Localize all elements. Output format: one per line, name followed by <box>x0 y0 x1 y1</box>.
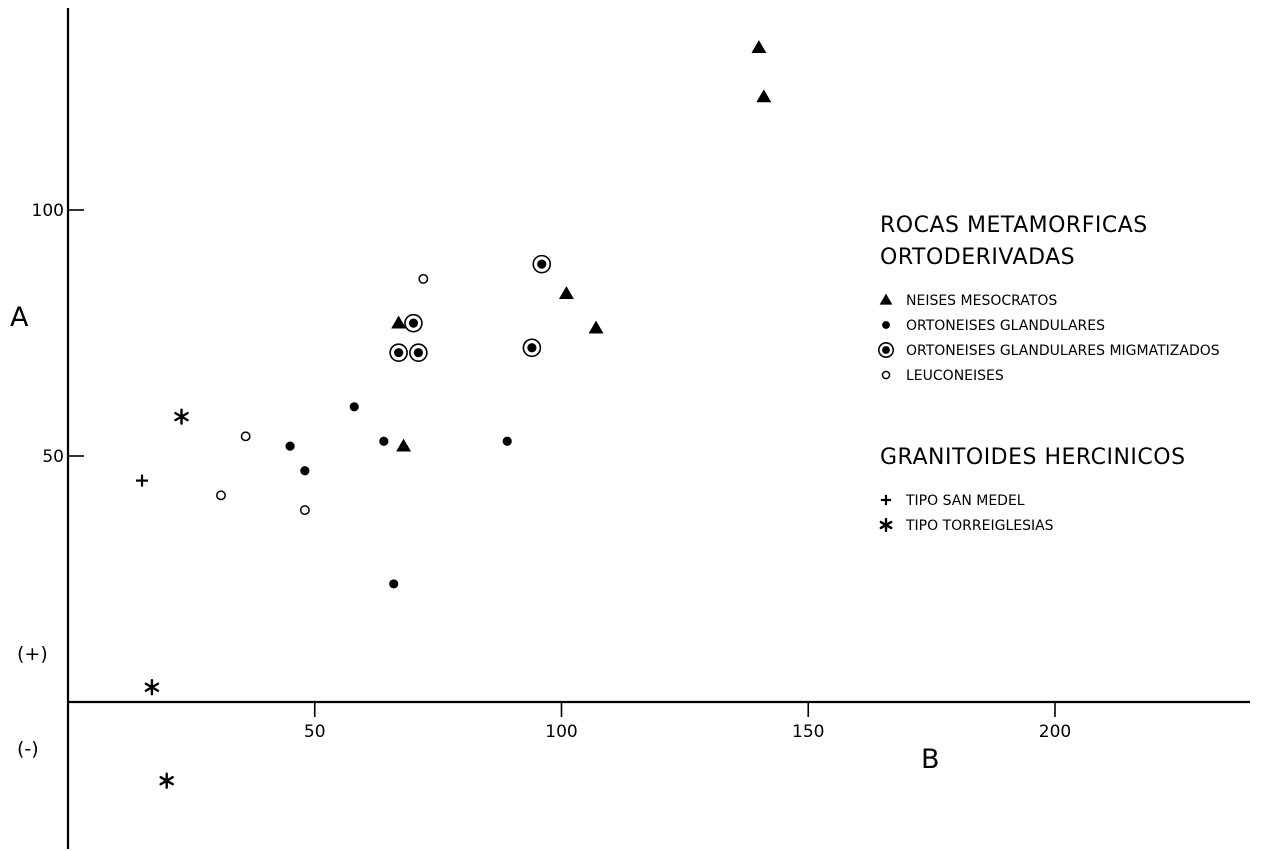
legend-entry-triangle: NEISES MESOCRATOS <box>879 293 1057 309</box>
x-tick-label-200: 200 <box>1039 722 1071 742</box>
legend: ROCAS METAMORFICAS ORTODERIVADAS GRANITO… <box>877 213 1220 534</box>
point-triangle-1 <box>756 89 772 103</box>
series-asterisk <box>144 408 189 789</box>
x-tick-label-150: 150 <box>792 722 824 742</box>
legend-title-metamorficas-line2: ORTODERIVADAS <box>880 245 1075 270</box>
legend-entry-dot: ORTONEISES GLANDULARES <box>882 318 1105 334</box>
point-circle-3 <box>299 505 310 516</box>
legend-label-triangle: NEISES MESOCRATOS <box>906 293 1057 309</box>
point-circle-2 <box>216 490 226 501</box>
legend-label-ringed-dot: ORTONEISES GLANDULARES MIGMATIZADOS <box>906 343 1220 359</box>
point-circle-0 <box>418 273 429 284</box>
point-triangle-5 <box>396 438 412 452</box>
point-dot-3 <box>300 466 310 476</box>
point-ringed-dot-4 <box>522 338 542 358</box>
point-dot-2 <box>285 441 295 451</box>
point-ringed-dot-1 <box>404 313 423 333</box>
point-ringed-dot-0 <box>532 254 552 274</box>
y-tick-label-50: 50 <box>42 447 64 467</box>
legend-symbol-asterisk <box>879 517 893 533</box>
point-ringed-dot-3 <box>409 343 428 362</box>
legend-symbol-dot <box>882 321 890 329</box>
series-plus <box>136 474 149 487</box>
legend-symbol-ringed-dot <box>877 341 895 359</box>
point-dot-5 <box>389 579 399 589</box>
legend-title-metamorficas-line1: ROCAS METAMORFICAS <box>880 213 1148 238</box>
point-triangle-3 <box>588 320 604 334</box>
series-dot <box>285 402 512 589</box>
legend-title-granitoides: GRANITOIDES HERCINICOS <box>880 445 1186 470</box>
legend-label-plus: TIPO SAN MEDEL <box>905 493 1025 509</box>
legend-label-asterisk: TIPO TORREIGLESIAS <box>905 518 1054 534</box>
legend-symbol-triangle <box>879 293 893 305</box>
legend-entry-plus: TIPO SAN MEDEL <box>880 493 1025 509</box>
y-axis-title: A <box>10 302 29 333</box>
series-triangle <box>391 40 772 452</box>
series-ringed-dot <box>389 254 552 362</box>
point-ringed-dot-2 <box>389 343 408 362</box>
point-asterisk-0 <box>174 408 189 425</box>
legend-entries: NEISES MESOCRATOS ORTONEISES GLANDULARES O… <box>877 293 1220 534</box>
point-circle-1 <box>240 431 251 442</box>
legend-symbol-plus <box>880 494 892 506</box>
series-circle <box>216 273 429 516</box>
point-asterisk-1 <box>144 679 160 696</box>
point-dot-1 <box>379 436 389 446</box>
x-tick-label-50: 50 <box>304 722 326 742</box>
x-axis-title: B <box>921 744 940 775</box>
x-tick-label-100: 100 <box>545 722 577 742</box>
negative-sign-label: (-) <box>17 738 39 760</box>
point-dot-0 <box>349 402 359 412</box>
legend-symbol-circle <box>881 370 891 380</box>
point-plus-0 <box>136 474 149 487</box>
legend-label-circle: LEUCONEISES <box>906 368 1004 384</box>
y-tick-label-100: 100 <box>32 201 64 221</box>
axes <box>66 8 1250 849</box>
ticks: 50 100 150 200 50 100 <box>32 201 1072 742</box>
point-triangle-2 <box>558 286 574 300</box>
point-triangle-0 <box>751 40 767 54</box>
point-triangle-4 <box>391 315 407 329</box>
point-dot-4 <box>502 436 512 446</box>
positive-sign-label: (+) <box>17 643 48 665</box>
legend-entry-circle: LEUCONEISES <box>881 368 1004 384</box>
legend-entry-ringed-dot: ORTONEISES GLANDULARES MIGMATIZADOS <box>877 341 1220 359</box>
data-points <box>136 40 772 789</box>
point-asterisk-2 <box>159 772 174 789</box>
legend-entry-asterisk: TIPO TORREIGLESIAS <box>879 517 1054 534</box>
legend-label-dot: ORTONEISES GLANDULARES <box>906 318 1105 334</box>
